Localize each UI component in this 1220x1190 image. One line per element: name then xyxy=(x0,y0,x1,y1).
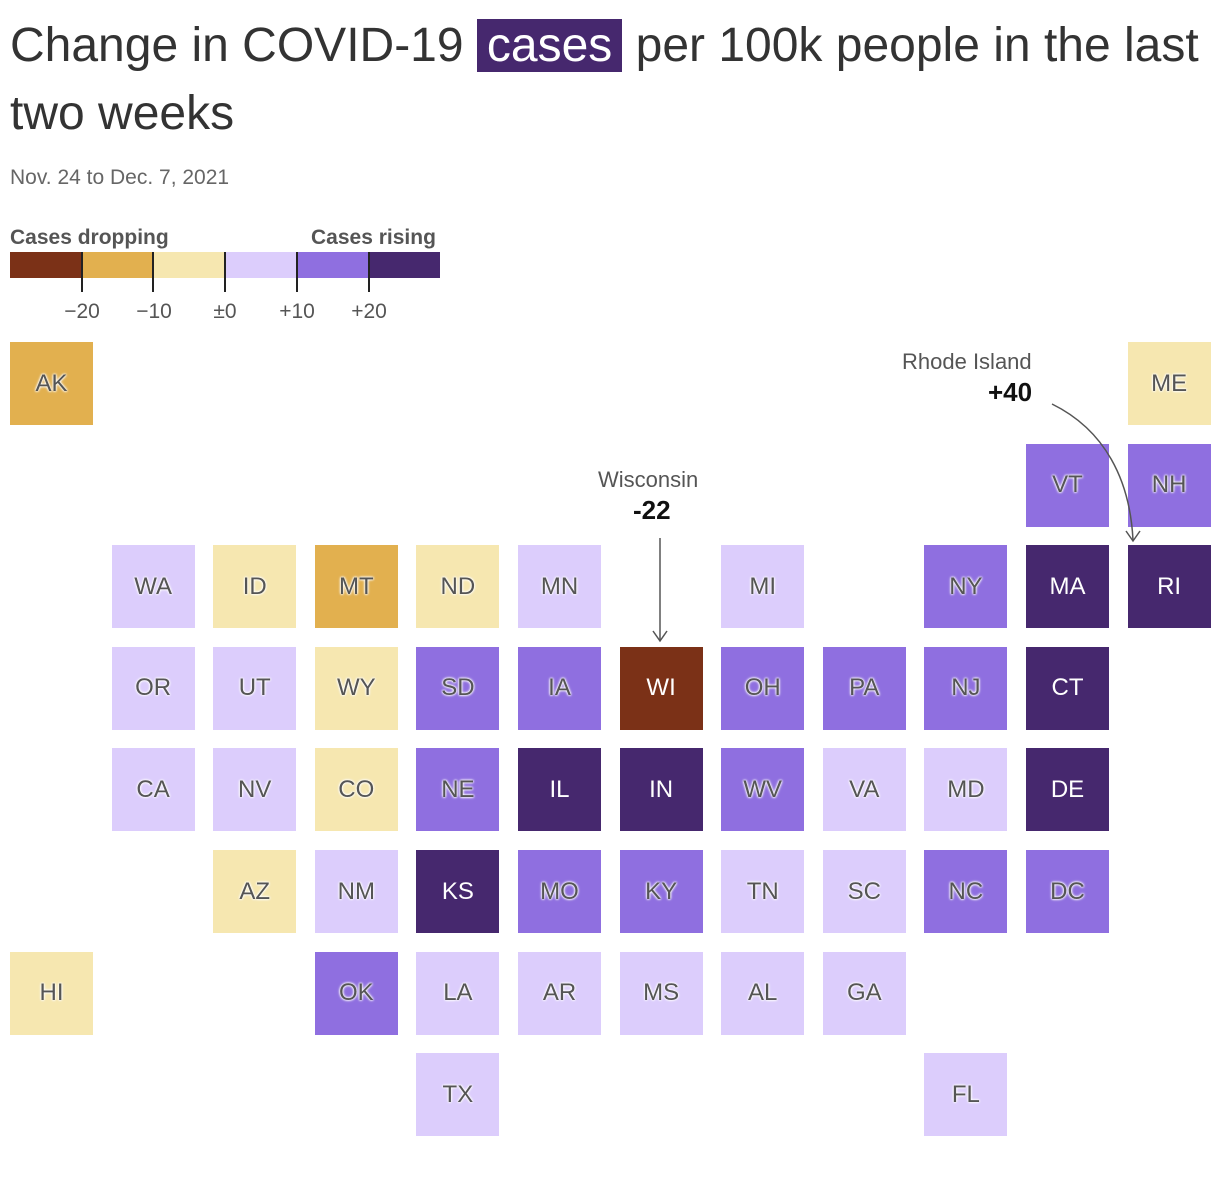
state-tile-il: IL xyxy=(518,748,601,832)
legend-tick-label: −20 xyxy=(64,300,100,323)
state-tile-sc: SC xyxy=(822,850,906,933)
state-tile-ut: UT xyxy=(213,646,297,730)
legend-tick-mark xyxy=(224,252,226,292)
state-tile-ri: RI xyxy=(1127,545,1211,629)
legend-color-bar xyxy=(10,252,441,278)
state-tile-nm: NM xyxy=(314,850,398,933)
legend-swatch xyxy=(10,252,82,278)
state-tile-vt: VT xyxy=(1026,443,1109,527)
state-tile-wv: WV xyxy=(721,748,805,832)
state-tile-or: OR xyxy=(111,646,195,730)
legend-swatch xyxy=(225,252,297,278)
state-tile-nd: ND xyxy=(416,545,500,629)
legend-tick-mark xyxy=(296,252,298,292)
legend-swatch xyxy=(296,252,369,278)
state-tile-pa: PA xyxy=(822,646,906,730)
title-text-before: Change in COVID-19 xyxy=(10,19,477,72)
rhode-island-arrow xyxy=(1051,403,1141,543)
state-tile-sd: SD xyxy=(416,646,500,730)
legend-tick-label: +10 xyxy=(279,300,315,323)
state-tile-oh: OH xyxy=(721,646,805,730)
state-tile-ia: IA xyxy=(518,646,601,730)
legend-swatch xyxy=(368,252,441,278)
state-tile-id: ID xyxy=(213,545,297,629)
state-tile-nv: NV xyxy=(213,748,297,832)
legend-swatch xyxy=(81,252,154,278)
state-tile-tn: TN xyxy=(721,850,805,933)
legend-tick-mark xyxy=(368,252,370,292)
legend-tick-mark xyxy=(152,252,154,292)
legend-tick-mark xyxy=(81,252,83,292)
state-tile-ok: OK xyxy=(314,951,398,1035)
state-tile-in: IN xyxy=(619,748,703,832)
legend-tick-label: −10 xyxy=(136,300,172,323)
state-tile-md: MD xyxy=(924,748,1008,832)
state-tile-tx: TX xyxy=(416,1053,500,1137)
state-tile-ca: CA xyxy=(111,748,195,832)
state-tile-de: DE xyxy=(1026,748,1109,832)
state-tile-nh: NH xyxy=(1127,443,1211,527)
state-tile-ct: CT xyxy=(1026,646,1109,730)
state-tile-va: VA xyxy=(822,748,906,832)
state-tile-ma: MA xyxy=(1026,545,1109,629)
state-tile-mi: MI xyxy=(721,545,805,629)
state-tile-mt: MT xyxy=(314,545,398,629)
legend-label-dropping: Cases dropping xyxy=(10,226,169,249)
legend-swatch xyxy=(153,252,226,278)
state-tile-ky: KY xyxy=(619,850,703,933)
rhode-island-annotation-value: +40 xyxy=(988,377,1033,407)
legend-tick-label: ±0 xyxy=(213,300,237,323)
state-tile-dc: DC xyxy=(1026,850,1109,933)
state-tile-mn: MN xyxy=(518,545,601,629)
state-tile-la: LA xyxy=(416,951,500,1035)
wisconsin-annotation-name: Wisconsin xyxy=(598,467,699,492)
state-tile-ks: KS xyxy=(416,850,500,933)
date-range-subtitle: Nov. 24 to Dec. 7, 2021 xyxy=(10,166,230,189)
state-tile-ak: AK xyxy=(10,342,93,425)
state-tile-ms: MS xyxy=(619,951,703,1035)
state-tile-wa: WA xyxy=(111,545,195,629)
state-tile-nc: NC xyxy=(924,850,1008,933)
wisconsin-arrow xyxy=(652,538,668,643)
state-tile-ne: NE xyxy=(416,748,500,832)
rhode-island-annotation-name: Rhode Island xyxy=(902,349,1032,374)
state-tile-co: CO xyxy=(314,748,398,832)
state-tile-az: AZ xyxy=(213,850,297,933)
state-tile-ga: GA xyxy=(822,951,906,1035)
state-tile-wy: WY xyxy=(314,646,398,730)
state-tile-ar: AR xyxy=(518,951,601,1035)
state-tile-nj: NJ xyxy=(924,646,1008,730)
state-tile-al: AL xyxy=(721,951,805,1035)
title-text-after: per 100k people in the last two weeks xyxy=(10,19,1199,140)
state-tile-hi: HI xyxy=(10,951,93,1035)
state-tile-mo: MO xyxy=(518,850,601,933)
state-tile-ny: NY xyxy=(924,545,1008,629)
state-tile-fl: FL xyxy=(924,1053,1008,1137)
legend-label-rising: Cases rising xyxy=(311,226,436,249)
wisconsin-annotation-value: -22 xyxy=(633,495,671,525)
chart-title: Change in COVID-19 cases per 100k people… xyxy=(10,12,1210,148)
state-tile-me: ME xyxy=(1127,342,1211,425)
state-tile-wi: WI xyxy=(619,646,703,730)
title-highlight: cases xyxy=(476,19,623,72)
legend-tick-label: +20 xyxy=(351,300,387,323)
